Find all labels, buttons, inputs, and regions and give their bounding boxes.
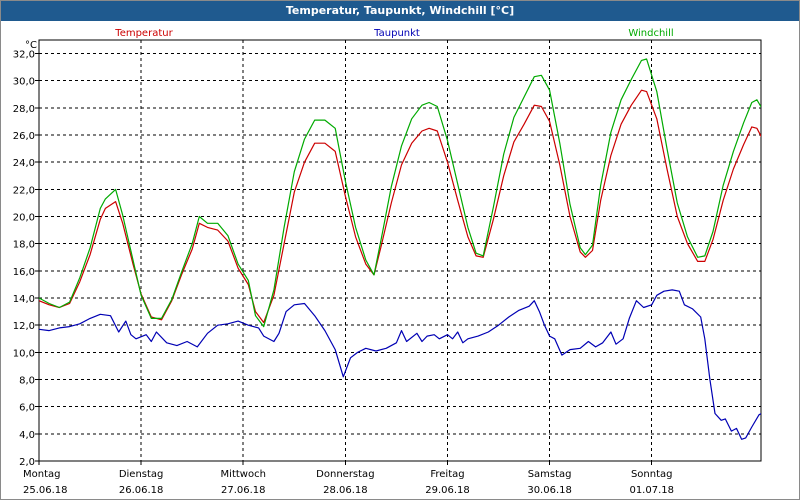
x-tick-date: 25.06.18 [23, 485, 68, 496]
x-tick-date: 30.06.18 [527, 485, 572, 496]
y-tick-label: 2,0 [19, 457, 35, 468]
y-tick-label: 6,0 [19, 403, 35, 414]
x-tick-weekday: Montag [23, 469, 60, 480]
x-tick-weekday: Freitag [430, 469, 464, 480]
y-tick-label: 26,0 [13, 131, 35, 142]
x-tick-weekday: Dienstag [119, 469, 164, 480]
y-tick-label: 8,0 [19, 376, 35, 387]
x-tick-date: 26.06.18 [119, 485, 164, 496]
y-tick-label: 20,0 [13, 213, 35, 224]
legend: Temperatur Taupunkt Windchill [114, 28, 673, 39]
y-tick-label: 10,0 [13, 348, 35, 359]
y-tick-label: 32,0 [13, 50, 35, 61]
x-tick-weekday: Donnerstag [316, 469, 374, 480]
y-tick-label: 16,0 [13, 267, 35, 278]
legend-temperatur: Temperatur [114, 28, 173, 39]
window-title: Temperatur, Taupunkt, Windchill [°C] [1, 1, 799, 21]
y-tick-label: 4,0 [19, 430, 35, 441]
legend-windchill: Windchill [628, 28, 673, 39]
y-tick-label: 14,0 [13, 294, 35, 305]
y-tick-label: 22,0 [13, 185, 35, 196]
y-tick-label: 12,0 [13, 321, 35, 332]
series-line-taupunkt [39, 289, 761, 440]
grid-lines [39, 40, 761, 462]
x-tick-weekday: Sonntag [631, 469, 673, 480]
x-tick-date: 28.06.18 [323, 485, 368, 496]
x-tick-date: 29.06.18 [425, 485, 470, 496]
legend-taupunkt: Taupunkt [373, 28, 420, 39]
y-axis-ticks: 2,0 4,0 6,0 8,0 10,0 12,0 14,0 16,0 18,0 20,0 22,0… [13, 50, 39, 468]
x-tick-date: 01.07.18 [629, 485, 674, 496]
line-chart: 2,0 4,0 6,0 8,0 10,0 12,0 14,0 16,0 18,0 20,0 22,0… [13, 28, 762, 496]
series-line-windchill [39, 58, 761, 328]
x-axis-ticks: Montag 25.06.18 Dienstag 26.06.18 Mittwoch 27… [23, 461, 674, 496]
y-tick-label: 30,0 [13, 77, 35, 88]
y-axis-unit: °C [25, 40, 37, 51]
y-tick-label: 24,0 [13, 158, 35, 169]
series-lines [39, 58, 761, 440]
y-tick-label: 28,0 [13, 104, 35, 115]
x-tick-weekday: Samstag [528, 469, 572, 480]
series-line-temperatur [39, 89, 761, 324]
plot-area [38, 39, 762, 462]
x-tick-weekday: Mittwoch [221, 469, 266, 480]
x-tick-date: 27.06.18 [221, 485, 266, 496]
y-tick-label: 18,0 [13, 240, 35, 251]
